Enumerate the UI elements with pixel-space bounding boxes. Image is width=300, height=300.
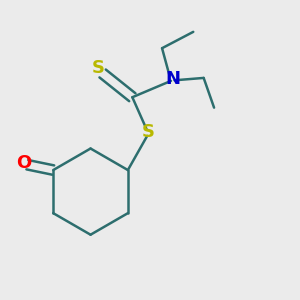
Text: O: O [16, 154, 31, 172]
Text: N: N [165, 70, 180, 88]
Text: S: S [141, 123, 154, 141]
Text: S: S [92, 59, 105, 77]
